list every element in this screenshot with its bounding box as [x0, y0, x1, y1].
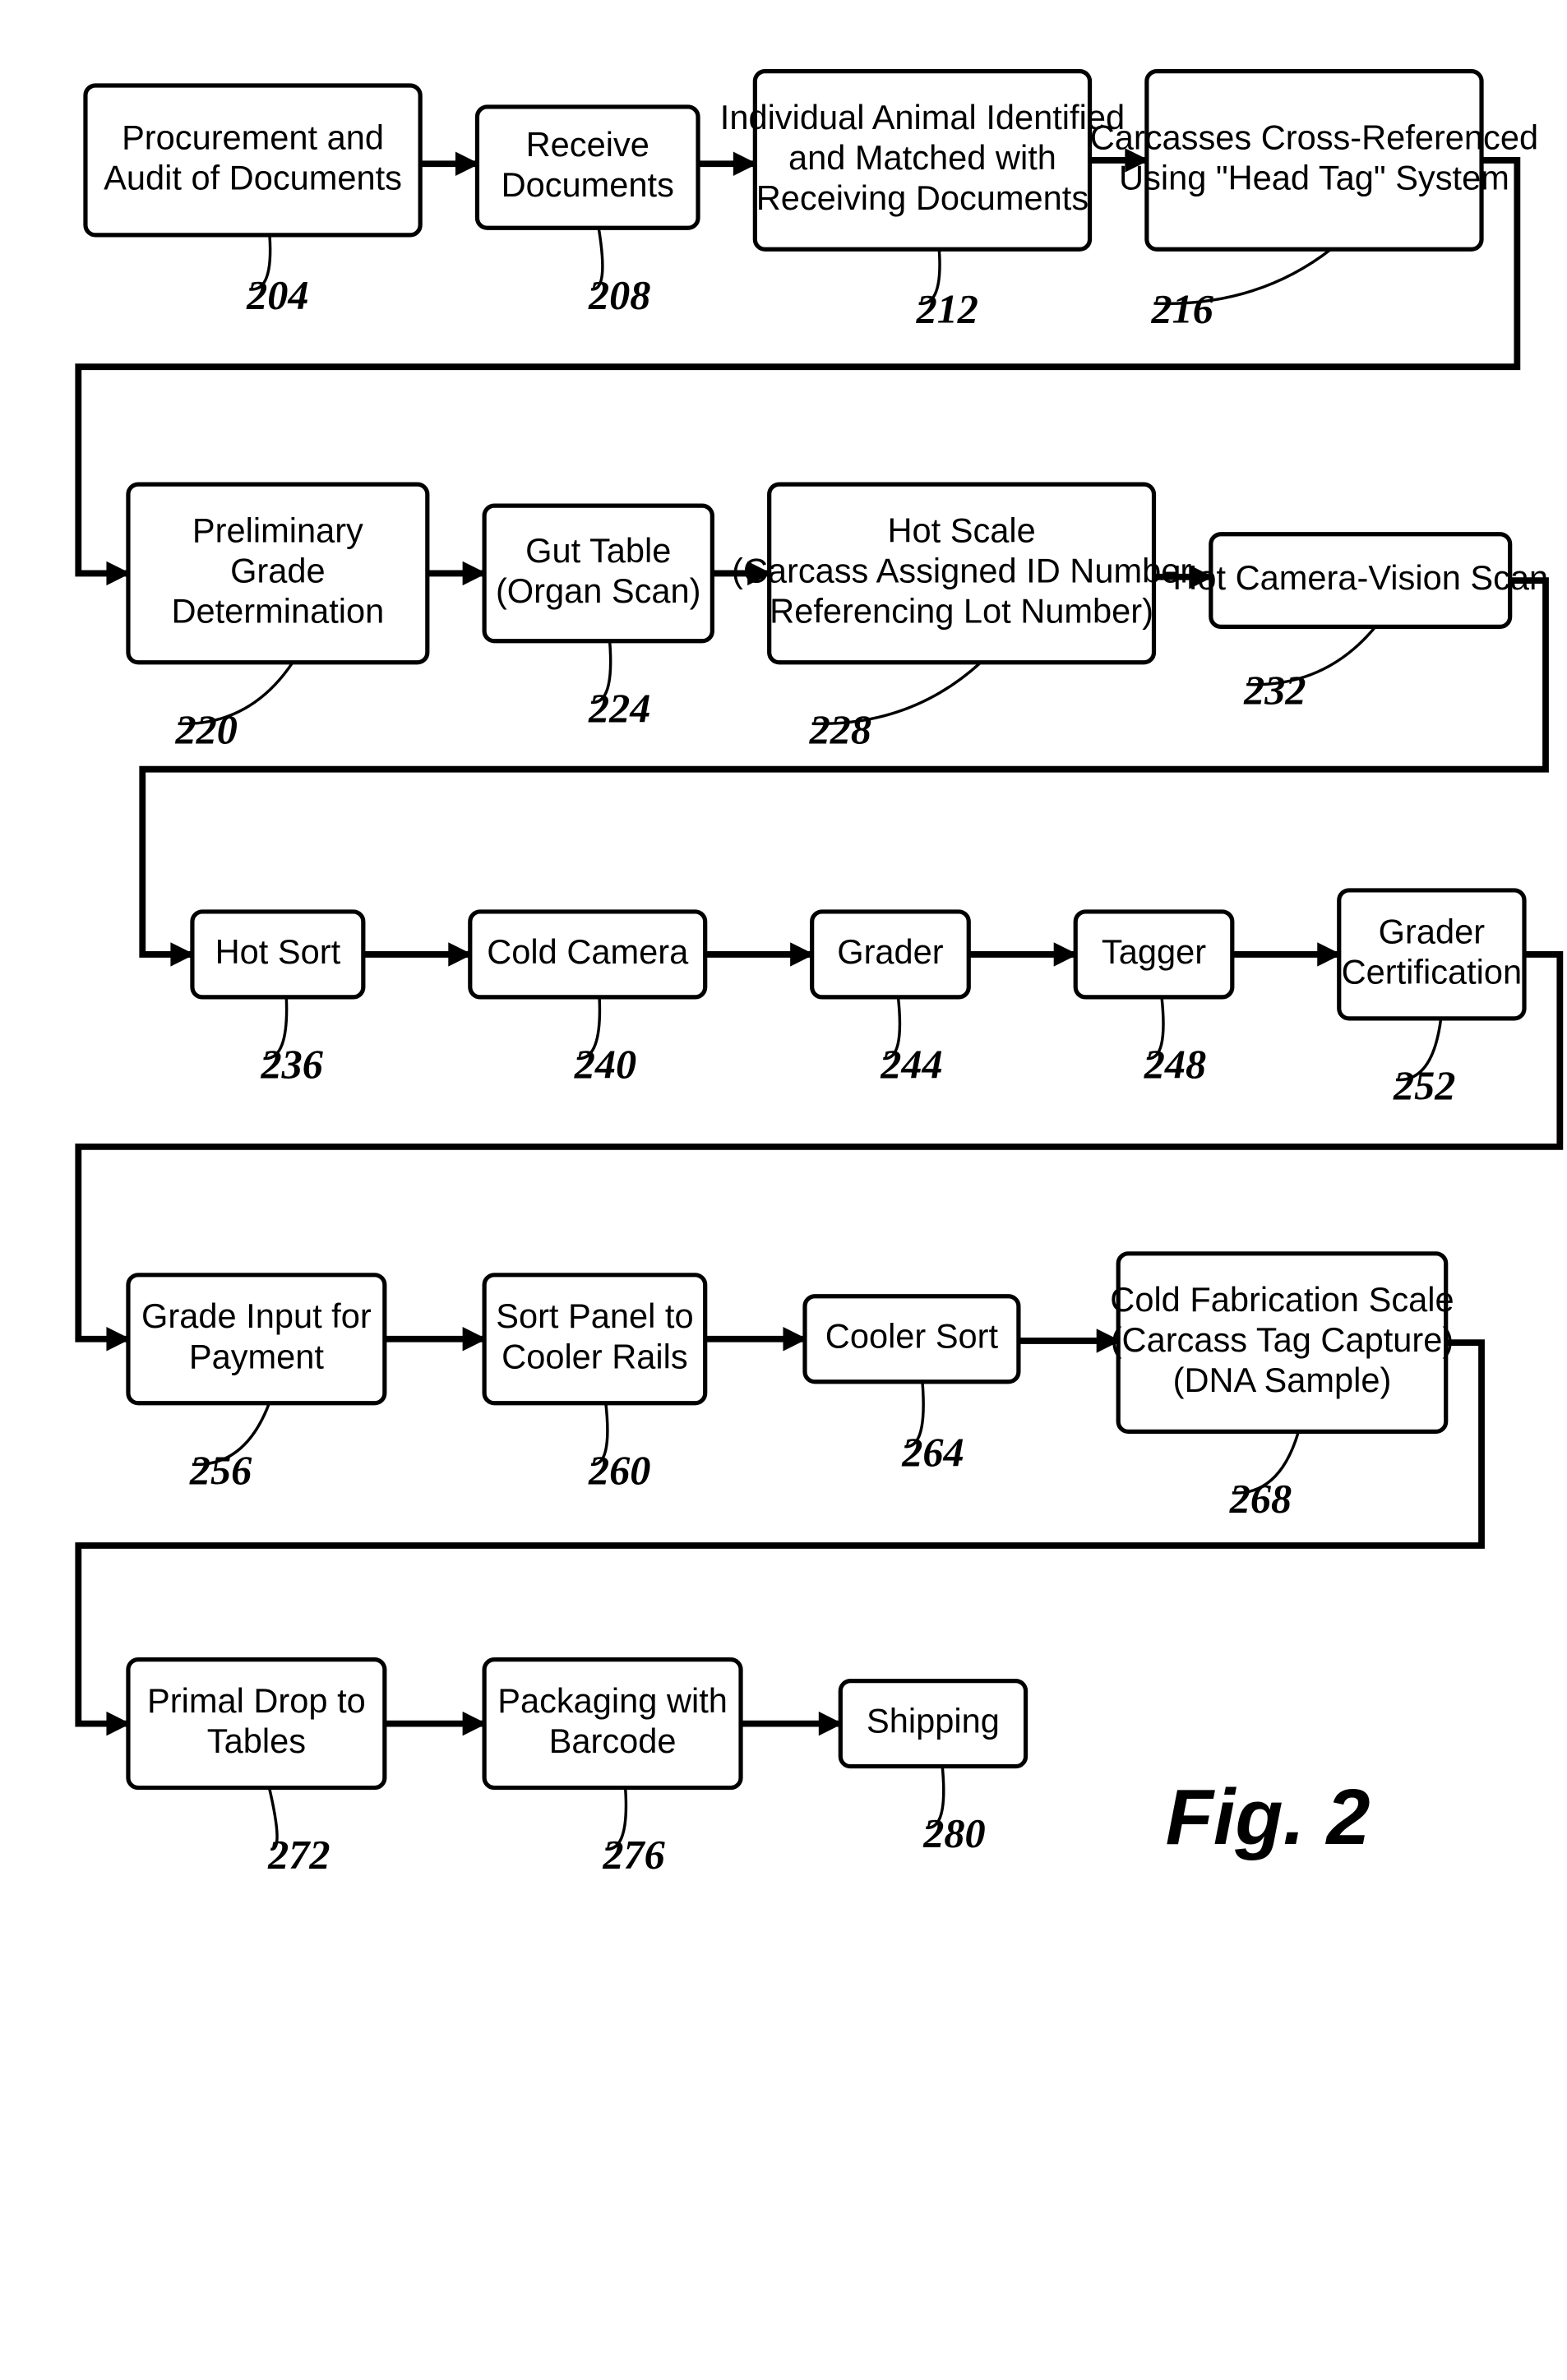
- node-252-label: Certification: [1342, 952, 1523, 991]
- node-228-label: Hot Scale: [887, 511, 1035, 549]
- ref-label-248: 248: [1144, 1041, 1206, 1087]
- ref-label-260: 260: [588, 1447, 650, 1493]
- node-268-label: Cold Fabrication Scale: [1110, 1280, 1454, 1319]
- node-272-label: Primal Drop to: [147, 1681, 366, 1720]
- ref-label-232: 232: [1243, 667, 1306, 713]
- node-280: Shipping: [840, 1681, 1025, 1767]
- node-208-label: Receive: [526, 125, 649, 164]
- node-220-label: Preliminary: [192, 511, 363, 549]
- node-272: Primal Drop toTables: [128, 1660, 385, 1788]
- ref-label-236: 236: [261, 1041, 324, 1087]
- node-212: Individual Animal Identifiedand Matched …: [720, 72, 1125, 250]
- ref-label-252: 252: [1393, 1062, 1455, 1108]
- node-244: Grader: [812, 912, 969, 997]
- node-240-label: Cold Camera: [487, 932, 689, 971]
- node-212-label: Individual Animal Identified: [720, 98, 1125, 136]
- node-268-label: (DNA Sample): [1173, 1361, 1392, 1399]
- ref-label-224: 224: [588, 685, 650, 731]
- node-216-label: Carcasses Cross-Referenced: [1090, 118, 1538, 156]
- ref-label-220: 220: [175, 706, 238, 752]
- node-264-label: Cooler Sort: [825, 1317, 999, 1356]
- node-220-label: Grade: [230, 551, 326, 589]
- ref-label-204: 204: [246, 271, 308, 317]
- node-240: Cold Camera: [470, 912, 705, 997]
- ref-label-256: 256: [189, 1447, 252, 1493]
- node-212-label: and Matched with: [788, 138, 1056, 177]
- ref-label-212: 212: [916, 286, 978, 332]
- node-276-label: Barcode: [549, 1721, 677, 1760]
- ref-label-280: 280: [922, 1810, 985, 1856]
- ref-label-264: 264: [901, 1429, 964, 1475]
- node-256-label: Grade Input for: [141, 1296, 372, 1335]
- node-232: Hot Camera-Vision Scan: [1172, 534, 1548, 627]
- node-256: Grade Input forPayment: [128, 1275, 385, 1403]
- ref-label-228: 228: [809, 706, 871, 752]
- node-260: Sort Panel toCooler Rails: [484, 1275, 705, 1403]
- node-276-label: Packaging with: [497, 1681, 728, 1720]
- node-220: PreliminaryGradeDetermination: [128, 484, 428, 663]
- node-248: Tagger: [1075, 912, 1232, 997]
- ref-label-276: 276: [602, 1832, 665, 1878]
- node-204: Procurement andAudit of Documents: [86, 85, 420, 235]
- node-224: Gut Table(Organ Scan): [484, 506, 712, 641]
- node-216: Carcasses Cross-ReferencedUsing "Head Ta…: [1090, 72, 1538, 250]
- node-208: ReceiveDocuments: [477, 107, 698, 228]
- ref-label-216: 216: [1150, 286, 1213, 332]
- node-268: Cold Fabrication Scale(Carcass Tag Captu…: [1110, 1254, 1454, 1432]
- node-228-label: (Carcass Assigned ID Number: [732, 551, 1191, 589]
- node-260-label: Sort Panel to: [496, 1296, 693, 1335]
- node-224-label: (Organ Scan): [496, 571, 701, 610]
- node-272-label: Tables: [207, 1721, 306, 1760]
- ref-label-272: 272: [267, 1832, 330, 1878]
- node-252-label: Grader: [1379, 912, 1486, 950]
- node-204-label: Audit of Documents: [104, 158, 402, 196]
- node-232-label: Hot Camera-Vision Scan: [1172, 558, 1548, 597]
- node-228: Hot Scale(Carcass Assigned ID NumberRefe…: [732, 484, 1191, 663]
- node-252: GraderCertification: [1339, 890, 1524, 1019]
- node-212-label: Receiving Documents: [756, 178, 1089, 217]
- node-248-label: Tagger: [1102, 932, 1206, 971]
- ref-label-240: 240: [574, 1041, 636, 1087]
- node-256-label: Payment: [189, 1337, 325, 1375]
- ref-label-244: 244: [880, 1041, 942, 1087]
- node-236-label: Hot Sort: [215, 932, 341, 971]
- node-216-label: Using "Head Tag" System: [1119, 158, 1509, 196]
- ref-label-208: 208: [588, 271, 650, 317]
- node-204-label: Procurement and: [122, 118, 384, 156]
- node-276: Packaging withBarcode: [484, 1660, 741, 1788]
- node-260-label: Cooler Rails: [502, 1337, 687, 1375]
- node-264: Cooler Sort: [805, 1296, 1019, 1382]
- node-228-label: Referencing Lot Number): [770, 591, 1153, 630]
- node-208-label: Documents: [502, 165, 674, 204]
- node-220-label: Determination: [171, 591, 384, 630]
- node-280-label: Shipping: [867, 1702, 1000, 1740]
- node-236: Hot Sort: [192, 912, 363, 997]
- flowchart-canvas: Procurement andAudit of Documents Receive…: [0, 0, 1567, 2380]
- ref-label-268: 268: [1229, 1476, 1292, 1522]
- figure-label: Fig. 2: [1166, 1774, 1371, 1861]
- node-224-label: Gut Table: [525, 531, 671, 570]
- node-268-label: (Carcass Tag Capture): [1111, 1320, 1454, 1359]
- node-244-label: Grader: [837, 932, 944, 971]
